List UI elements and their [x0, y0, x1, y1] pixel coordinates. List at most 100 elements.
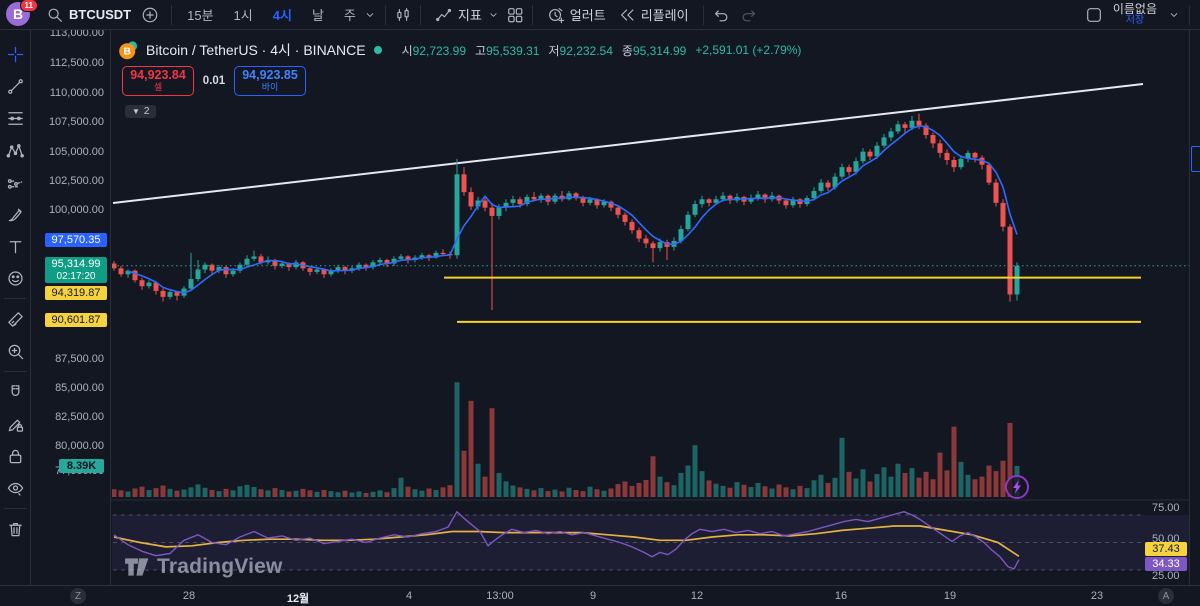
indicators-label: 지표: [457, 8, 482, 23]
price-label-badge: 90,601.87: [45, 313, 107, 327]
indicators-button[interactable]: 지표: [429, 2, 506, 27]
ruler-icon[interactable]: [4, 308, 26, 330]
chart-style-icon[interactable]: [394, 6, 412, 24]
symbol-search-button[interactable]: BTCUSDT: [40, 3, 137, 27]
time-tick: 23: [1090, 590, 1104, 602]
indicator-icon: [435, 6, 453, 24]
text-icon[interactable]: [4, 235, 26, 257]
save-layout-checkbox-icon[interactable]: [1085, 6, 1103, 24]
compare-add-icon[interactable]: [141, 6, 159, 24]
ohlc-item: 고95,539.31: [475, 43, 540, 58]
crosshair-icon[interactable]: [4, 43, 26, 65]
trash-icon[interactable]: [4, 518, 26, 540]
time-tick: 9: [589, 590, 597, 602]
ohlc-values: 시92,723.99 고95,539.31 저92,232.54 종95,314.99…: [402, 42, 802, 59]
search-icon: [46, 6, 64, 24]
interval-4시[interactable]: 4시: [272, 8, 292, 23]
price-label-badge: 95,314.99 02:17:20: [45, 257, 107, 283]
emoji-icon[interactable]: [4, 267, 26, 289]
interval-chevron-icon[interactable]: [363, 6, 377, 24]
divider: [384, 4, 386, 25]
notification-badge: 11: [19, 0, 38, 12]
rsi-value-badge: 37.43: [1145, 542, 1187, 556]
time-tick: 4: [405, 590, 413, 602]
ohlc-item: 종95,314.99: [621, 43, 687, 58]
magnet-icon[interactable]: [4, 381, 26, 403]
buy-button[interactable]: 94,923.85 바이: [234, 66, 306, 96]
xabcd-pattern-icon[interactable]: [4, 139, 26, 161]
zoom-in-icon[interactable]: [4, 340, 26, 362]
layout-name: 이름없음: [1112, 1, 1157, 16]
price-tick: 87,500.00: [55, 353, 104, 365]
interval-주[interactable]: 주: [343, 8, 356, 23]
time-tick: 28: [182, 590, 196, 602]
svg-text:B: B: [123, 45, 131, 57]
time-tick: 13:00: [486, 590, 514, 602]
interval-1시[interactable]: 1시: [233, 8, 253, 23]
brush-icon[interactable]: [4, 203, 26, 225]
drawing-toolbar: [0, 30, 31, 606]
price-label-badge: 94,319.87: [45, 286, 107, 300]
edit-lock-icon[interactable]: [4, 413, 26, 435]
divider: [4, 371, 26, 372]
lock-icon[interactable]: [4, 445, 26, 467]
divider: [4, 298, 26, 299]
sell-price: 94,923.84: [130, 67, 186, 82]
undo-icon[interactable]: [712, 6, 730, 24]
alert-button[interactable]: 얼러트: [541, 2, 612, 27]
price-tick: 102,500.00: [48, 175, 104, 187]
trade-panel: 94,923.84 셀 0.01 94,923.85 바이: [122, 66, 306, 96]
time-axis[interactable]: 28 12월 4 13:00 9 12 16 19 23 Z A: [0, 585, 1200, 606]
spread-value: 0.01: [202, 75, 226, 87]
watermark-text: TradingView: [157, 555, 283, 578]
rsi-level-label: 75.00: [1152, 502, 1180, 514]
replay-button[interactable]: 리플레이: [612, 2, 695, 27]
buy-price: 94,923.85: [242, 67, 298, 82]
forecast-icon[interactable]: [4, 171, 26, 193]
divider: [171, 4, 173, 25]
symbol-header: B Bitcoin / TetherUS · 4시 · BINANCE 시92,…: [119, 40, 801, 60]
user-menu-button[interactable]: B 11: [6, 0, 38, 28]
market-status-dot[interactable]: [373, 46, 382, 54]
sell-button[interactable]: 94,923.84 셀: [122, 66, 194, 96]
rsi-level-label: 25.00: [1152, 570, 1180, 582]
layout-name-block[interactable]: 이름없음 저장: [1112, 1, 1157, 26]
price-tick: 82,500.00: [55, 411, 104, 423]
trend-line-icon[interactable]: [4, 75, 26, 97]
indicator-templates-icon[interactable]: [506, 6, 524, 24]
right-price-scale[interactable]: [1189, 30, 1200, 585]
time-tick: 12월: [286, 593, 310, 605]
fib-retracement-icon[interactable]: [4, 107, 26, 129]
price-axis[interactable]: 113,000.00 112,500.00 110,000.00 107,500.00…: [31, 27, 111, 585]
price-label-badge: 97,570.35: [45, 233, 107, 247]
redo-icon[interactable]: [740, 6, 758, 24]
interval-group: 15분 1시 4시 날 주: [180, 2, 363, 27]
eye-hide-icon[interactable]: [4, 477, 26, 499]
replay-icon: [618, 6, 636, 24]
interval-15분[interactable]: 15분: [187, 8, 214, 23]
chevron-down-icon: ▼: [132, 107, 140, 116]
indicators-chevron-icon: [487, 6, 500, 24]
layout-chevron-icon[interactable]: [1167, 6, 1181, 24]
auto-scale-button[interactable]: A: [1158, 588, 1174, 604]
divider: [1189, 4, 1190, 25]
chart-title[interactable]: Bitcoin / TetherUS · 4시 · BINANCE: [146, 42, 366, 58]
bitcoin-icon: B: [119, 40, 138, 60]
sell-label: 셀: [153, 81, 163, 92]
ohlc-item: 시92,723.99: [401, 43, 467, 58]
volume-value-badge: 8.39K: [59, 459, 104, 473]
price-tick: 107,500.00: [48, 116, 104, 128]
tradingview-logo-icon: [124, 554, 150, 580]
time-tick: 19: [943, 590, 957, 602]
tradingview-watermark: TradingView: [124, 554, 283, 580]
divider: [702, 4, 704, 25]
price-tick: 100,000.00: [48, 204, 104, 216]
price-tick: 113,000.00: [49, 27, 104, 39]
price-tick: 110,000.00: [49, 87, 104, 99]
time-tick: 12: [690, 590, 704, 602]
interval-날[interactable]: 날: [311, 8, 324, 23]
price-tick: 105,000.00: [48, 146, 104, 158]
price-tick: 112,500.00: [49, 57, 104, 69]
timezone-button[interactable]: Z: [70, 588, 86, 604]
indicators-collapse-button[interactable]: ▼ 2: [125, 105, 157, 118]
